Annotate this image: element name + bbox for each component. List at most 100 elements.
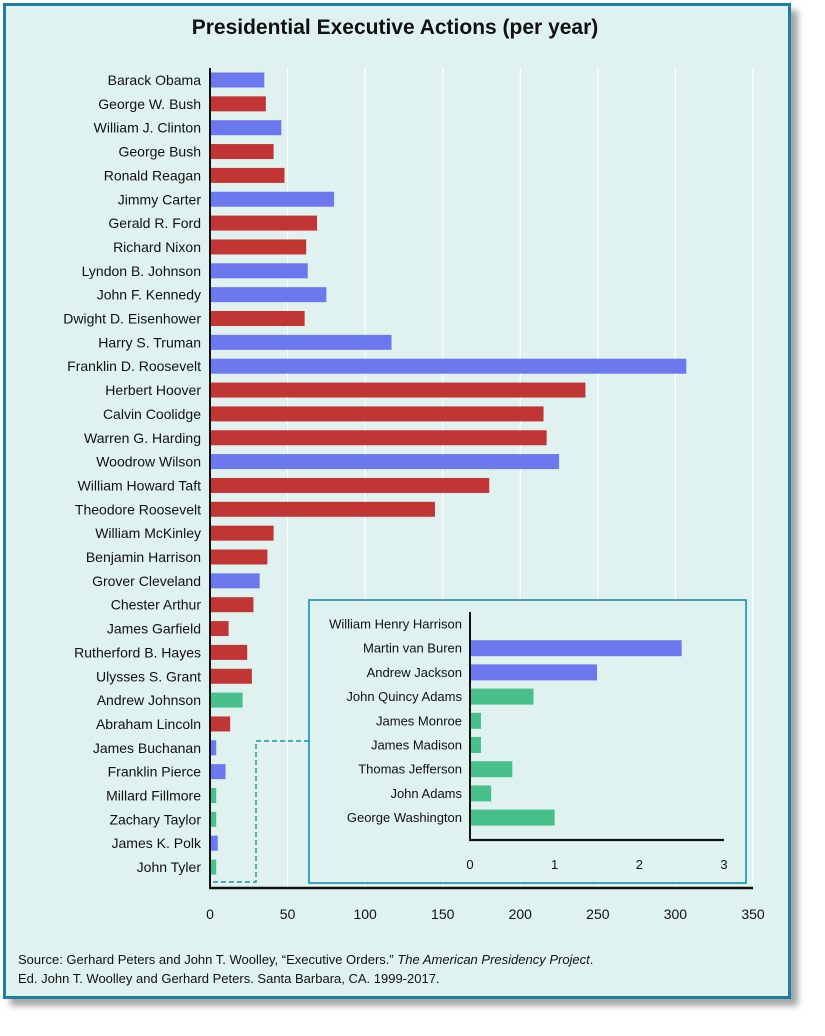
- category-label: Franklin D. Roosevelt: [67, 358, 201, 374]
- bar-william-mckinley: [210, 525, 274, 541]
- bar-ulysses-s-grant: [210, 668, 252, 684]
- category-label: Jimmy Carter: [118, 191, 202, 207]
- category-label: Gerald R. Ford: [108, 215, 201, 231]
- category-label: William J. Clinton: [94, 120, 201, 136]
- bar-dwight-d-eisenhower: [210, 311, 305, 326]
- x-tick-label: 300: [664, 906, 688, 922]
- inset-x-tick-label: 1: [551, 857, 558, 872]
- x-tick-label: 100: [353, 906, 377, 922]
- bar-chester-arthur: [210, 597, 254, 613]
- inset-category-label: Martin van Buren: [363, 641, 462, 656]
- category-label: Franklin Pierce: [108, 764, 202, 780]
- category-label: Warren G. Harding: [84, 430, 201, 446]
- bar-richard-nixon: [210, 239, 307, 255]
- chart-title: Presidential Executive Actions (per year…: [191, 16, 599, 39]
- category-label: Chester Arthur: [111, 597, 202, 613]
- bar-franklin-pierce: [210, 764, 226, 780]
- source-prefix: Source: Gerhard Peters and John T. Wooll…: [18, 952, 398, 967]
- x-tick-label: 150: [431, 906, 455, 922]
- category-label: Dwight D. Eisenhower: [63, 311, 201, 327]
- bar-lyndon-b-johnson: [210, 263, 308, 279]
- bar-millard-fillmore: [210, 788, 217, 803]
- category-label: George W. Bush: [98, 96, 201, 112]
- category-label: Abraham Lincoln: [96, 716, 201, 732]
- bar-zachary-taylor: [210, 811, 217, 827]
- inset-bar-john-quincy-adams: [470, 688, 534, 705]
- category-label: Benjamin Harrison: [86, 549, 201, 565]
- bar-benjamin-harrison: [210, 549, 268, 565]
- bar-james-garfield: [210, 621, 229, 637]
- inset-bar-james-monroe: [470, 712, 482, 729]
- category-label: Richard Nixon: [113, 239, 201, 255]
- category-label: Woodrow Wilson: [96, 454, 201, 470]
- category-label: Theodore Roosevelt: [75, 501, 201, 517]
- inset-category-label: John Adams: [390, 786, 462, 801]
- category-label: Grover Cleveland: [92, 573, 201, 589]
- bar-john-f-kennedy: [210, 287, 327, 303]
- bar-john-tyler: [210, 859, 217, 875]
- inset-bar-andrew-jackson: [470, 664, 597, 681]
- source-line-2: Ed. John T. Woolley and Gerhard Peters. …: [18, 971, 440, 986]
- source-suffix: .: [589, 952, 594, 967]
- x-tick-label: 50: [280, 906, 296, 922]
- category-label: James K. Polk: [112, 835, 202, 851]
- category-label: Millard Fillmore: [106, 788, 201, 804]
- bar-william-howard-taft: [210, 477, 490, 493]
- category-label: Lyndon B. Johnson: [82, 263, 201, 279]
- bar-william-j-clinton: [210, 120, 282, 136]
- category-label: Rutherford B. Hayes: [74, 644, 201, 660]
- inset-category-label: John Quincy Adams: [346, 689, 462, 704]
- source-note: Source: Gerhard Peters and John T. Wooll…: [18, 950, 593, 988]
- bar-harry-s-truman: [210, 334, 392, 350]
- inset-category-label: William Henry Harrison: [329, 617, 462, 632]
- bar-herbert-hoover: [210, 382, 586, 398]
- inset-category-label: George Washington: [347, 810, 462, 825]
- x-tick-label: 350: [741, 906, 765, 922]
- category-label: George Bush: [119, 144, 202, 160]
- inset-x-tick-label: 2: [636, 857, 643, 872]
- inset-x-tick-label: 3: [720, 857, 727, 872]
- category-label: Calvin Coolidge: [103, 406, 201, 422]
- category-label: Harry S. Truman: [98, 334, 201, 350]
- inset-category-label: James Madison: [371, 738, 462, 753]
- bar-theodore-roosevelt: [210, 501, 435, 517]
- bar-rutherford-b-hayes: [210, 644, 248, 660]
- bar-ronald-reagan: [210, 167, 285, 183]
- category-label: James Garfield: [107, 621, 201, 637]
- x-tick-label: 250: [586, 906, 610, 922]
- category-label: Ulysses S. Grant: [96, 668, 201, 684]
- category-label: John Tyler: [137, 859, 202, 875]
- bar-grover-cleveland: [210, 573, 260, 589]
- bar-franklin-d-roosevelt: [210, 358, 687, 374]
- bar-george-w-bush: [210, 96, 266, 112]
- category-label: Herbert Hoover: [105, 382, 201, 398]
- bar-jimmy-carter: [210, 191, 335, 207]
- category-label: Andrew Johnson: [97, 692, 201, 708]
- category-label: Ronald Reagan: [104, 167, 201, 183]
- x-tick-label: 0: [206, 906, 214, 922]
- inset-category-label: James Monroe: [376, 713, 462, 728]
- inset-bar-george-washington: [470, 809, 555, 826]
- bar-george-bush: [210, 144, 274, 160]
- category-label: William Howard Taft: [78, 477, 202, 493]
- x-tick-label: 200: [509, 906, 533, 922]
- bar-woodrow-wilson: [210, 454, 560, 470]
- source-line-1: Source: Gerhard Peters and John T. Wooll…: [18, 950, 593, 969]
- category-label: Barack Obama: [108, 72, 202, 88]
- bar-gerald-r-ford: [210, 215, 318, 231]
- callout-dashed-line: [213, 740, 309, 883]
- bar-james-buchanan: [210, 740, 217, 756]
- category-label: John F. Kennedy: [97, 287, 201, 303]
- inset-bar-james-madison: [470, 737, 482, 753]
- bar-barack-obama: [210, 72, 265, 88]
- inset-bar-thomas-jefferson: [470, 761, 513, 778]
- bar-warren-g-harding: [210, 430, 547, 446]
- source-italic: The American Presidency Project: [397, 952, 590, 967]
- category-label: Zachary Taylor: [109, 811, 201, 827]
- inset-category-label: Thomas Jefferson: [358, 762, 462, 777]
- category-label: William McKinley: [95, 525, 201, 541]
- inset-bar-martin-van-buren: [470, 640, 682, 657]
- bar-james-k-polk: [210, 835, 218, 851]
- category-label: James Buchanan: [93, 740, 201, 756]
